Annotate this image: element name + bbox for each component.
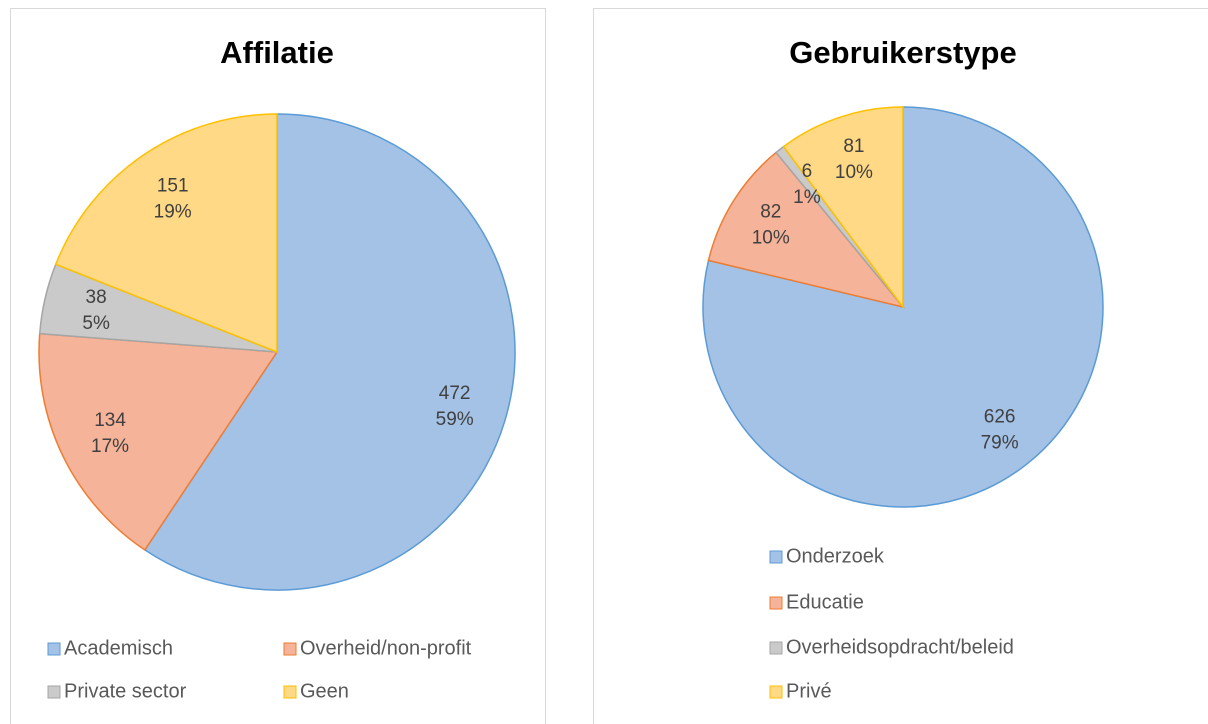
legend-swatch [769,641,783,655]
data-label: 38 [86,287,107,308]
legend-label: Overheidsopdracht/beleid [786,636,1014,658]
legend-swatch [769,596,783,610]
chart-title: Affilatie [220,35,334,70]
pie-slice [707,151,905,309]
percent-label: 1% [793,187,821,208]
data-label: 6 [802,161,813,182]
legend-label: Private sector [64,680,187,702]
chart-title: Gebruikerstype [789,35,1016,70]
legend-swatch [769,685,783,699]
legend-label: Overheid/non-profit [300,637,472,659]
percent-label: 10% [752,227,790,248]
legend-label: Privé [786,680,832,702]
percent-label: 5% [82,313,110,334]
pie-slice [143,113,516,591]
percent-label: 19% [154,201,192,222]
pie-slice [702,106,1104,508]
pie-slice [782,106,904,310]
percent-label: 17% [91,436,129,457]
data-label: 151 [157,175,189,196]
data-label: 81 [843,136,864,157]
percent-label: 59% [436,409,474,430]
pie-slice [54,113,278,354]
data-label: 626 [984,407,1016,428]
legend-swatch [283,642,297,656]
data-label: 134 [94,410,126,431]
data-label: 472 [439,383,471,404]
legend-swatch [283,685,297,699]
percent-label: 10% [835,162,873,183]
legend-swatch [769,550,783,564]
legend-swatch [47,685,61,699]
legend-swatch [47,642,61,656]
legend-label: Academisch [64,637,173,659]
pie-slice [38,332,279,551]
data-label: 82 [760,201,781,222]
percent-label: 79% [981,433,1019,454]
legend-label: Onderzoek [786,545,885,567]
legend-label: Geen [300,680,349,702]
legend-label: Educatie [786,591,864,613]
